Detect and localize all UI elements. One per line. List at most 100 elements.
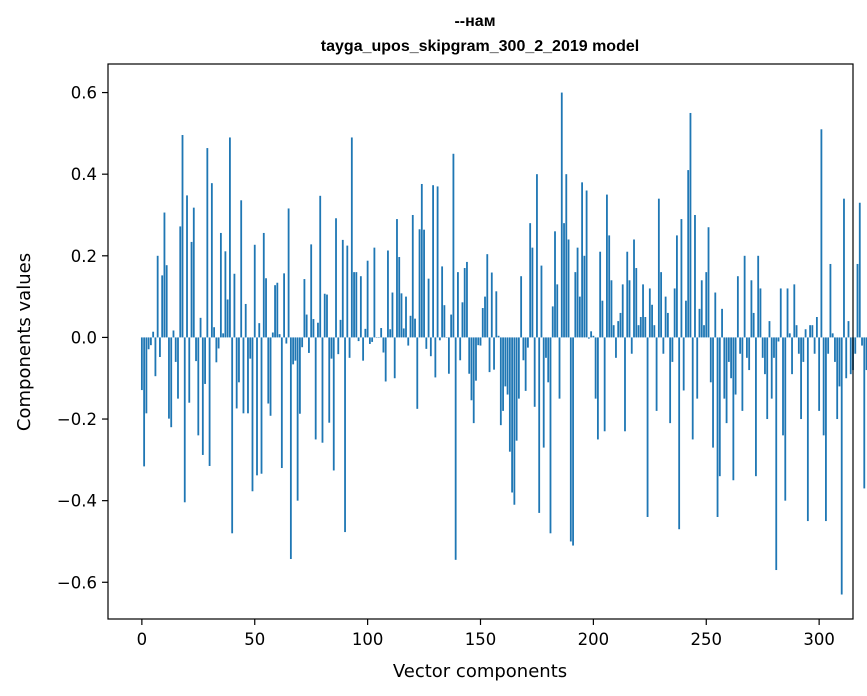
bar <box>389 329 392 338</box>
bar <box>350 137 353 338</box>
bar <box>366 260 369 338</box>
bar <box>407 337 410 346</box>
y-tick-label: 0.6 <box>71 84 97 103</box>
bar <box>470 337 473 401</box>
bar <box>298 337 301 414</box>
bar <box>612 325 615 338</box>
bar <box>705 272 708 338</box>
bar <box>567 239 570 338</box>
bar <box>838 337 841 387</box>
bar <box>359 276 362 338</box>
bar <box>669 337 672 424</box>
bar <box>253 244 256 338</box>
x-tick-label: 100 <box>352 630 384 649</box>
bar <box>761 337 764 358</box>
bar <box>495 291 498 338</box>
bar <box>240 200 243 338</box>
bar <box>186 195 188 338</box>
bar <box>585 190 588 338</box>
bar <box>457 272 459 338</box>
bar <box>718 337 721 477</box>
bar <box>777 337 780 342</box>
bar <box>635 268 638 338</box>
bar <box>371 337 374 342</box>
bar <box>843 198 845 338</box>
bar <box>344 337 346 533</box>
bar <box>755 337 757 477</box>
bar <box>179 226 182 338</box>
bar <box>696 337 699 399</box>
bar <box>540 265 543 338</box>
bar <box>149 337 152 346</box>
bar <box>396 219 398 338</box>
bar <box>517 337 520 399</box>
bar <box>339 319 342 338</box>
bar <box>727 337 730 362</box>
bar <box>411 214 414 338</box>
bar <box>443 305 446 338</box>
bar <box>405 296 407 338</box>
bar <box>759 288 762 338</box>
bar <box>463 268 466 338</box>
bar <box>511 337 514 493</box>
bar <box>301 337 304 348</box>
bar <box>723 337 726 399</box>
bar <box>788 333 791 338</box>
bar <box>538 337 541 513</box>
bar <box>269 337 272 416</box>
bar <box>441 266 444 338</box>
bar <box>569 337 572 542</box>
bar <box>319 195 322 338</box>
bar <box>332 337 335 471</box>
bar <box>565 174 568 338</box>
bar <box>418 229 421 338</box>
bar <box>716 337 719 517</box>
bar <box>287 208 290 338</box>
bar <box>156 255 159 338</box>
bar <box>802 337 805 362</box>
bar <box>822 337 825 436</box>
bar <box>581 182 583 338</box>
bar <box>639 317 642 338</box>
bar <box>596 337 599 440</box>
bar <box>800 337 802 420</box>
bar <box>346 245 349 338</box>
bar <box>262 232 265 338</box>
bar <box>549 337 552 534</box>
bar <box>671 337 674 362</box>
bar <box>793 284 796 338</box>
bar <box>163 212 166 338</box>
bar <box>536 174 538 338</box>
bar <box>603 337 606 432</box>
bar <box>506 337 509 395</box>
bar <box>522 337 525 361</box>
bar <box>757 255 760 338</box>
bar <box>199 317 202 338</box>
bar <box>745 337 748 358</box>
bar <box>527 337 529 348</box>
bar <box>770 337 773 399</box>
bar <box>330 337 333 359</box>
bar <box>626 251 629 338</box>
bar <box>831 333 834 338</box>
bar <box>784 337 787 501</box>
bar <box>355 272 358 338</box>
bar <box>289 337 292 560</box>
bar <box>222 333 225 338</box>
bar <box>610 280 613 338</box>
bar <box>782 337 784 436</box>
bar <box>145 337 148 414</box>
bar <box>617 321 620 338</box>
bar <box>730 337 732 379</box>
bar <box>856 263 859 338</box>
x-axis-label: Vector components <box>393 661 567 682</box>
bar <box>836 337 839 420</box>
bar <box>795 325 798 338</box>
bar <box>283 273 285 338</box>
bar <box>231 337 234 534</box>
bar <box>420 183 423 338</box>
bar <box>486 254 489 338</box>
bar <box>393 337 396 379</box>
bar <box>621 284 624 338</box>
